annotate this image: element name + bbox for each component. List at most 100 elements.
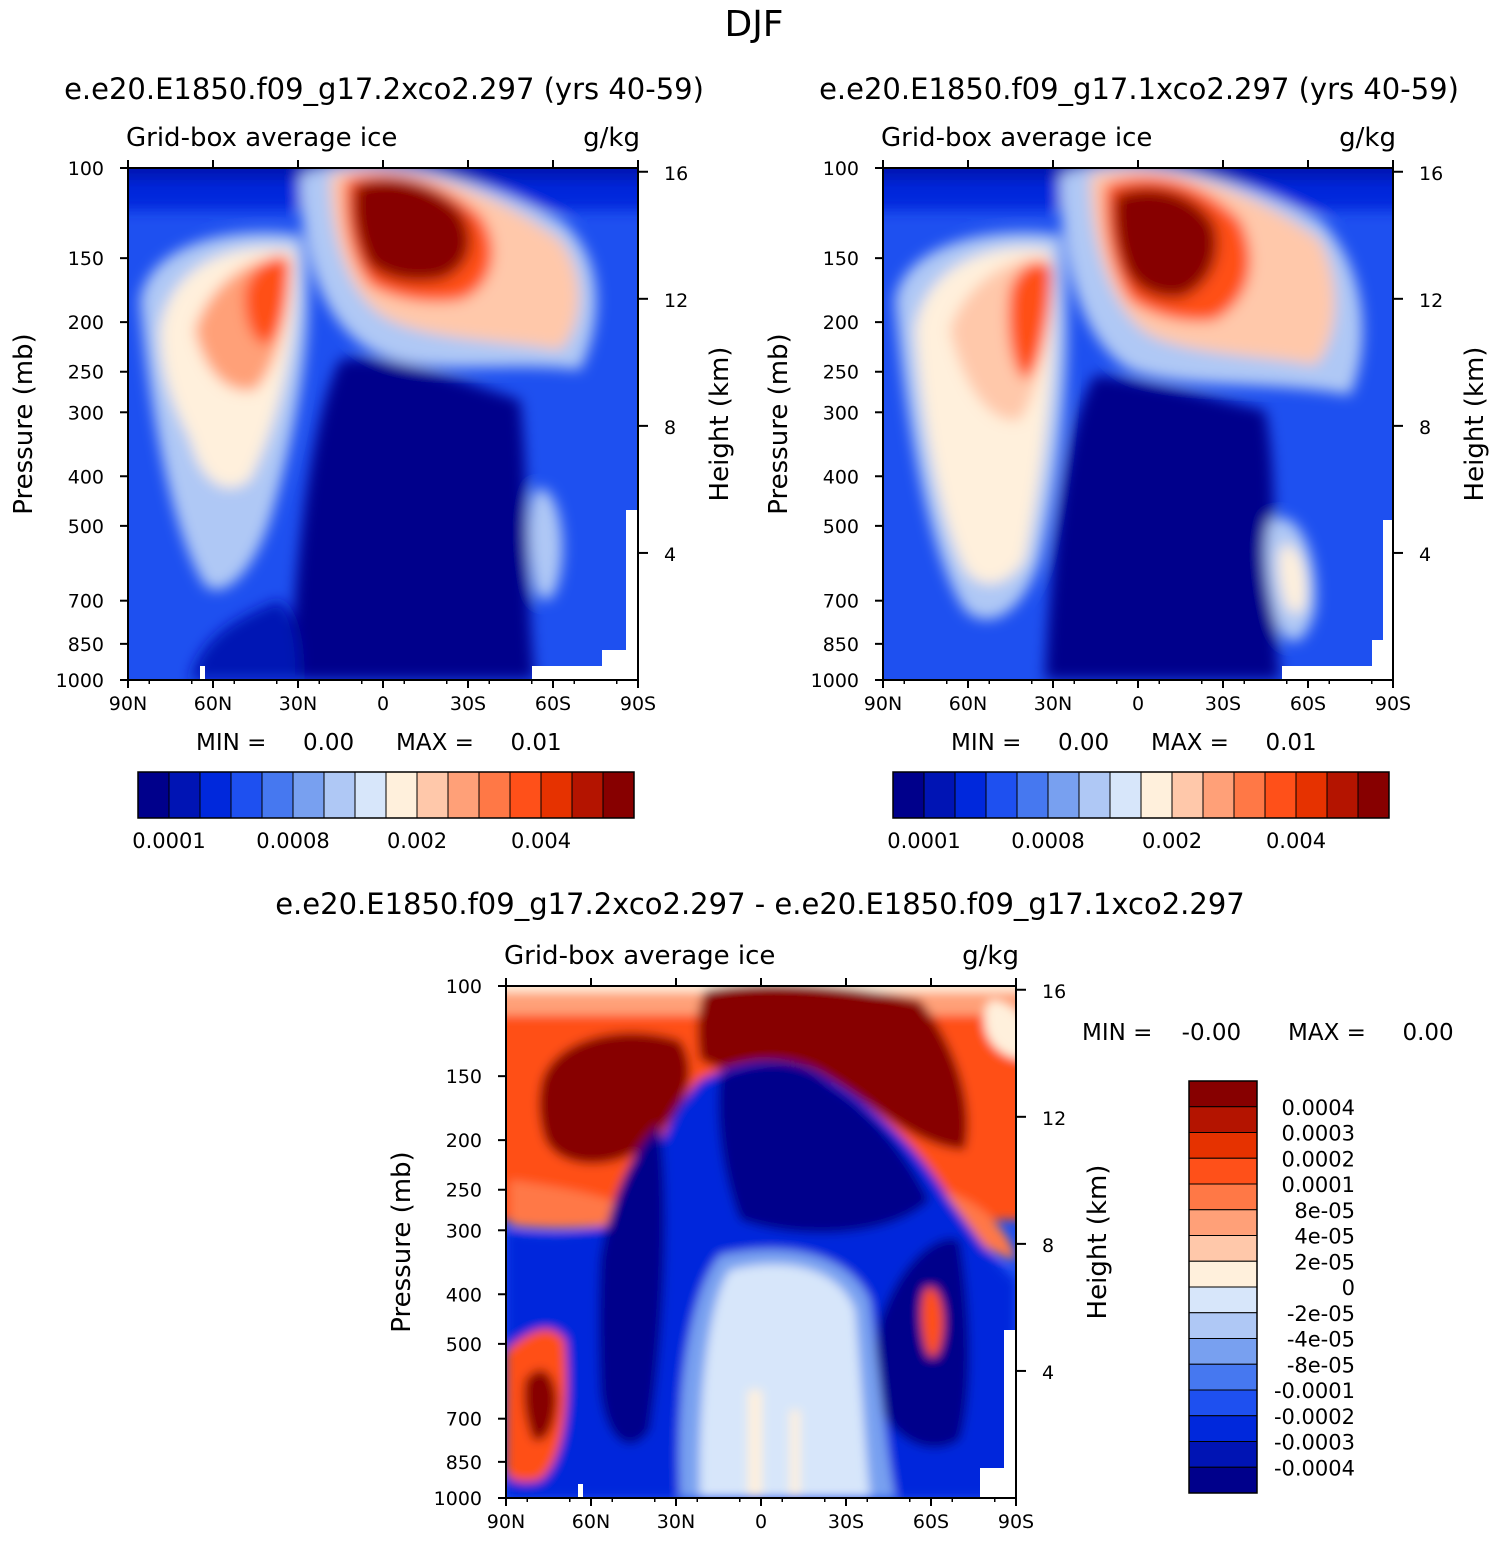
- colorbar-swatch: [1264, 771, 1297, 819]
- x-tick-label: 30N: [279, 693, 317, 715]
- colorbar-label: 0.004: [511, 829, 571, 853]
- colorbar-swatch: [540, 771, 573, 819]
- lower-negative: [875, 1238, 970, 1449]
- colorbar-swatch: [1188, 1260, 1258, 1288]
- colorbar-label: 0.002: [1142, 829, 1202, 853]
- contour-field: [506, 986, 1016, 1498]
- y-right-tick-label: 8: [664, 417, 676, 439]
- colorbar-swatch: [1188, 1312, 1258, 1339]
- colorbar-swatch: [1326, 771, 1359, 819]
- y-tick-label: 700: [446, 1409, 482, 1431]
- lower-negative: [718, 1063, 930, 1234]
- y-tick-label: 300: [446, 1220, 482, 1242]
- y-right-tick-label: 4: [1419, 544, 1431, 566]
- colorbar-swatch: [1188, 1338, 1258, 1365]
- colorbar-swatch: [1357, 771, 1390, 819]
- y-right-tick-label: 8: [1419, 417, 1431, 439]
- y-tick-label: 700: [68, 591, 104, 613]
- x-tick-label: 90S: [998, 1511, 1034, 1533]
- colorbar-swatch: [602, 771, 635, 819]
- colorbar-swatch: [416, 771, 449, 819]
- tropical-ice-region: [353, 178, 471, 282]
- nh-ice-region: [1008, 261, 1052, 380]
- colorbar-swatch: [1188, 1209, 1258, 1236]
- colorbar-swatch: [1188, 1080, 1258, 1108]
- x-tick-label: 60N: [572, 1511, 610, 1533]
- colorbar-swatch: [1016, 771, 1049, 819]
- x-tick-label: 60N: [949, 693, 987, 715]
- max-text: MAX = 0.00: [1288, 1020, 1454, 1046]
- colorbar-swatch: [954, 771, 987, 819]
- colorbar-label: -0.0001: [1274, 1379, 1355, 1403]
- colorbar-swatch: [478, 771, 511, 819]
- y-tick-label: 250: [823, 362, 859, 384]
- y-axis-right: 16 12 8 4: [1016, 981, 1066, 1384]
- colorbar: 0.0001 0.0008 0.002 0.004: [887, 771, 1390, 853]
- units-string: g/kg: [583, 123, 640, 153]
- y-tick-label: 500: [68, 516, 104, 538]
- y-right-tick-label: 16: [664, 163, 688, 185]
- x-tick-label: 60S: [913, 1511, 949, 1533]
- lower-negative: [598, 1125, 666, 1445]
- y-axis-left: 100 150 200 250 300 400 500 700 850 1000: [434, 976, 506, 1510]
- y-tick-label: 500: [823, 516, 859, 538]
- y-axis-label: Pressure (mb): [764, 333, 794, 514]
- colorbar-label: -8e-05: [1287, 1353, 1355, 1377]
- x-tick-label: 60N: [194, 693, 232, 715]
- min-text: MIN = 0.00: [951, 730, 1109, 756]
- colorbar-label: -2e-05: [1287, 1302, 1355, 1326]
- y-tick-label: 850: [68, 634, 104, 656]
- lower-near-zero: [699, 1264, 870, 1498]
- missing-data: [1383, 520, 1393, 680]
- colorbar-swatch: [892, 771, 925, 819]
- max-text: MAX = 0.01: [396, 730, 562, 756]
- x-tick-label: 60S: [1290, 693, 1326, 715]
- missing-data: [578, 1484, 583, 1498]
- colorbar-label: 2e-05: [1294, 1250, 1355, 1274]
- colorbar-label: 0.0008: [256, 829, 329, 853]
- y-tick-label: 250: [68, 362, 104, 384]
- x-tick-label: 60S: [535, 693, 571, 715]
- colorbar-label: -0.0002: [1274, 1405, 1355, 1429]
- missing-data: [1282, 666, 1393, 680]
- min-text: MIN = -0.00: [1082, 1020, 1241, 1046]
- colorbar-swatch: [1109, 771, 1142, 819]
- lower-core: [190, 600, 300, 680]
- colorbar-swatch: [1188, 1363, 1258, 1391]
- colorbar-label: 4e-05: [1294, 1225, 1355, 1249]
- colorbar-swatch: [1233, 771, 1266, 819]
- colorbar-swatch: [447, 771, 480, 819]
- colorbar-swatch: [1188, 1286, 1258, 1314]
- x-axis: 90N 60N 30N 0 30S 60S 90S: [487, 978, 1034, 1533]
- colorbar-label: -0.0003: [1274, 1431, 1355, 1455]
- y-tick-label: 200: [823, 312, 859, 334]
- y-right-tick-label: 4: [1042, 1362, 1054, 1384]
- colorbar-swatch: [1140, 771, 1173, 819]
- colorbar-swatch: [1188, 1157, 1258, 1185]
- x-tick-label: 30S: [1205, 693, 1241, 715]
- colorbar-swatch: [1188, 1441, 1258, 1468]
- colorbar-swatch: [168, 771, 201, 819]
- left-string: Grid-box average ice: [881, 123, 1152, 153]
- panel-title: e.e20.E1850.f09_g17.1xco2.297 (yrs 40-59…: [819, 72, 1459, 106]
- colorbar-label: 0.0004: [1282, 1096, 1355, 1120]
- units-string: g/kg: [962, 941, 1019, 971]
- colorbar-label: 0.004: [1266, 829, 1326, 853]
- colorbar-label: 0.0001: [887, 829, 960, 853]
- tropical-ice-region: [1113, 188, 1218, 299]
- upper-positive: [510, 1180, 640, 1229]
- lower-near-zero: [748, 1390, 762, 1498]
- y-tick-label: 400: [68, 466, 104, 488]
- y-axis-right-label: Height (km): [705, 347, 735, 502]
- y-tick-label: 250: [446, 1180, 482, 1202]
- colorbar-label: 0.0003: [1282, 1122, 1355, 1146]
- upper-positive: [697, 986, 968, 1150]
- sh-low-cloud: [528, 488, 563, 600]
- y-axis-right: 16 12 8 4: [1393, 163, 1443, 566]
- colorbar-swatch: [923, 771, 956, 819]
- y-tick-label: 400: [446, 1284, 482, 1306]
- colorbar-swatch: [323, 771, 356, 819]
- y-axis-right: 16 12 8 4: [638, 163, 688, 566]
- x-tick-label: 0: [1132, 693, 1144, 715]
